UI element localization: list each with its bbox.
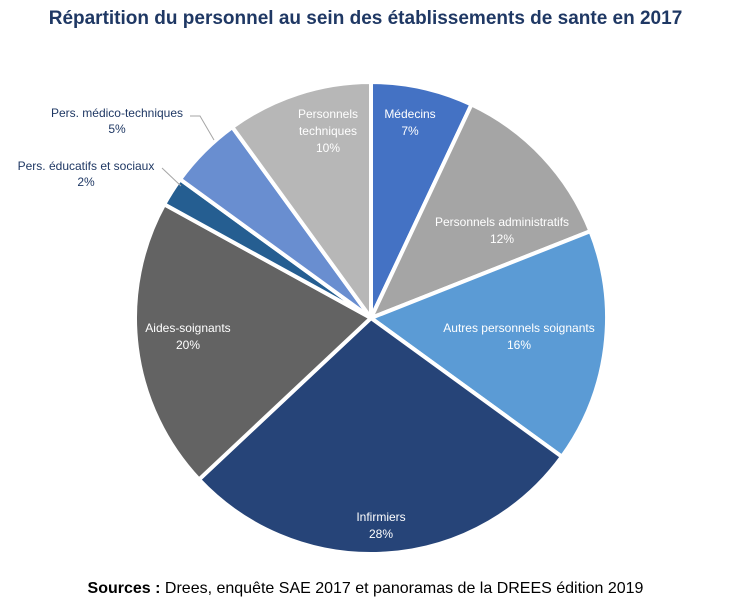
slice-label: Aides-soignants 20% (145, 321, 230, 352)
pie-slice-m-decins (369, 80, 474, 320)
slice-label: Pers. éducatifs et sociaux 2% (18, 159, 155, 189)
slice-label: Personnels techniques 10% (298, 107, 358, 155)
chart-title: Répartition du personnel au sein des éta… (48, 8, 683, 29)
pie-slice-autres-personnels-soignants (369, 229, 609, 459)
slice-label: Pers. médico-techniques 5% (51, 106, 183, 136)
source-label: Sources : (87, 580, 161, 597)
pie-slice-infirmiers (196, 316, 564, 556)
pie-chart: Médecins 7% Personnels administratifs 12% Au… (18, 80, 609, 556)
source-text: Drees, enquête SAE 2017 et panoramas de … (160, 580, 644, 597)
slice-label: Personnels administratifs 12% (435, 215, 569, 246)
slice-label: Infirmiers 28% (356, 510, 405, 541)
pie-slice-aides-soignants (133, 202, 373, 482)
leader-line (190, 115, 215, 141)
leader-line (161, 167, 182, 187)
slice-label: Autres personnels soignants 16% (443, 321, 594, 352)
pie-slices (133, 80, 609, 556)
slice-label: Médecins 7% (384, 107, 435, 138)
slice-labels: Médecins 7% Personnels administratifs 12% Au… (18, 106, 595, 541)
leader-lines (161, 115, 215, 187)
pie-slice-personnels-administratifs (369, 102, 593, 320)
pie-slice-personnels-techniques (230, 80, 373, 320)
source-note: Sources : Drees, enquête SAE 2017 et pan… (0, 580, 731, 598)
